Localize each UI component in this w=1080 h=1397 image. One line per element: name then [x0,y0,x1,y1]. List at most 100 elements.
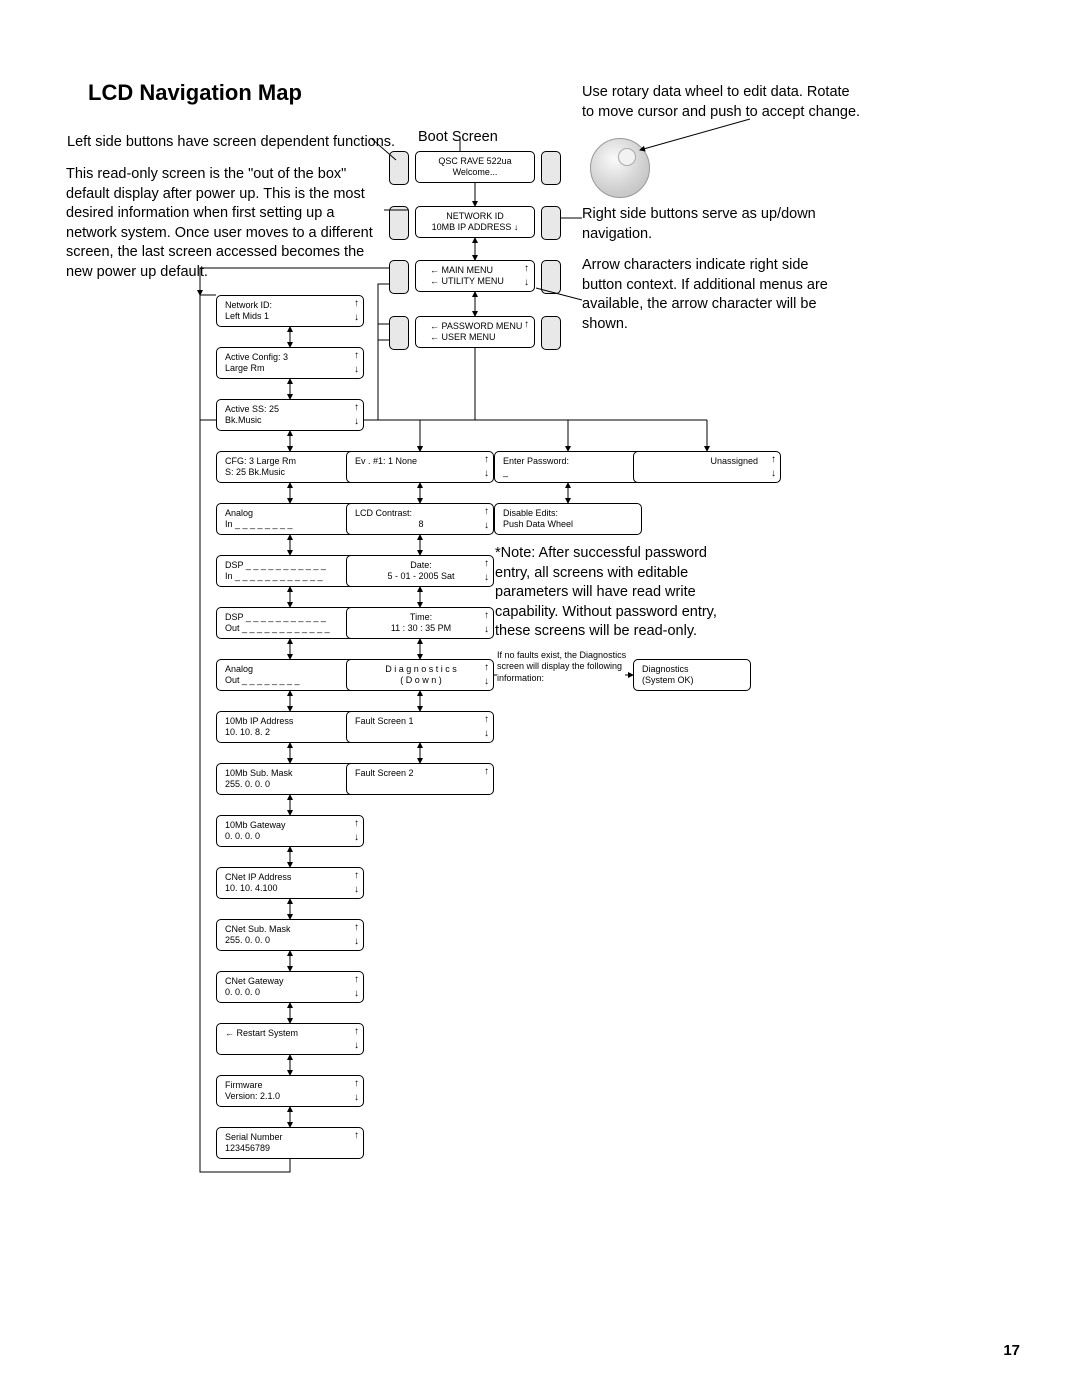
up-arrow-icon: ↑ [771,454,776,466]
lcd-line1: Date: [355,560,487,571]
lcd-line2: Push Data Wheel [503,519,635,530]
left-button[interactable] [389,206,409,240]
lcd-diagnostics-ok: Diagnostics (System OK) [633,659,751,691]
lcd-line2: 10. 10. 4.100 [225,883,357,894]
up-arrow-icon: ↑ [484,506,489,518]
lcd-line1: Diagnostics [642,664,744,675]
lcd-screen: CFG: 3 Large RmS: 25 Bk.Music↑↓ [216,451,364,483]
down-arrow-icon: ↓ [484,572,489,584]
lcd-line2: (System OK) [642,675,744,686]
rotary-wheel[interactable] [590,138,650,198]
lcd-line2: Out _ _ _ _ _ _ _ _ _ _ _ _ [225,623,357,634]
lcd-line2: 10MB IP ADDRESS ↓ [432,222,519,232]
up-arrow-icon: ↑ [354,402,359,414]
lcd-line2: Version: 2.1.0 [225,1091,357,1102]
lcd-line1: Enter Password: [503,456,635,467]
right-button[interactable] [541,151,561,185]
lcd-screen: Active Config: 3Large Rm↑↓ [216,347,364,379]
lcd-screen: AnalogOut _ _ _ _ _ _ _ _↑↓ [216,659,364,691]
up-arrow-icon: ↑ [524,263,529,275]
lcd-password-menu: ← PASSWORD MENU ← USER MENU ↑ [415,316,535,348]
lcd-screen: Disable Edits:Push Data Wheel [494,503,642,535]
boot-screen-label: Boot Screen [418,128,498,148]
lcd-screen: Active SS: 25Bk.Music↑ ↓ [216,399,364,431]
lcd-line2: Bk.Music [225,415,357,426]
up-arrow-icon: ↑ [354,870,359,882]
lcd-line1: 10Mb IP Address [225,716,357,727]
lcd-line2: 5 - 01 - 2005 Sat [355,571,487,582]
down-arrow-icon: ↓ [354,364,359,376]
down-arrow-icon: ↓ [354,884,359,896]
lcd-main-menu: ← MAIN MENU ← UTILITY MENU ↑ ↓ [415,260,535,292]
up-arrow-icon: ↑ [354,1078,359,1090]
lcd-screen: Date:5 - 01 - 2005 Sat↑↓ [346,555,494,587]
lcd-line1: Serial Number [225,1132,357,1143]
lcd-screen: Time:11 : 30 : 35 PM↑↓ [346,607,494,639]
lcd-line1: ← PASSWORD MENU [430,321,522,331]
down-arrow-icon: ↓ [354,832,359,844]
down-arrow-icon: ↓ [484,676,489,688]
lcd-line2: ( D o w n ) [355,675,487,686]
lcd-line2: 255. 0. 0. 0 [225,779,357,790]
lcd-line2: ← UTILITY MENU [430,276,504,286]
lcd-line2: ← USER MENU [430,332,496,342]
lcd-line1: Ev . #1: 1 None [355,456,487,467]
down-arrow-icon: ↓ [484,468,489,480]
lcd-screen: Fault Screen 2↑ [346,763,494,795]
down-arrow-icon: ↓ [484,624,489,636]
lcd-screen: Network ID:Left Mids 1↑↓ [216,295,364,327]
lcd-boot: QSC RAVE 522ua Welcome... [415,151,535,183]
right-button[interactable] [541,316,561,350]
lcd-screen: 10Mb Sub. Mask255. 0. 0. 0↑↓ [216,763,364,795]
up-arrow-icon: ↑ [484,610,489,622]
lcd-screen: DSP _ _ _ _ _ _ _ _ _ _ _In _ _ _ _ _ _ … [216,555,364,587]
lcd-screen: LCD Contrast:8↑↓ [346,503,494,535]
lcd-screen: CNet IP Address10. 10. 4.100↑↓ [216,867,364,899]
up-arrow-icon: ↑ [354,922,359,934]
lcd-line1: DSP _ _ _ _ _ _ _ _ _ _ _ [225,612,357,623]
down-arrow-icon: ↓ [484,728,489,740]
down-arrow-icon: ↓ [354,1040,359,1052]
lcd-screen: Unassigned↑↓ [633,451,781,483]
lcd-line1: Active SS: 25 [225,404,357,415]
down-arrow-icon: ↓ [354,416,359,428]
left-buttons-note: Left side buttons have screen dependent … [67,133,397,153]
lcd-line1: Analog [225,508,357,519]
lcd-line2: Unassigned [642,456,774,467]
down-arrow-icon: ↓ [524,277,529,289]
right-buttons-note: Right side buttons serve as up/down navi… [582,205,832,244]
left-button[interactable] [389,260,409,294]
lcd-line2: _ [503,467,635,478]
page-title: LCD Navigation Map [88,80,302,106]
up-arrow-icon: ↑ [484,714,489,726]
up-arrow-icon: ↑ [354,974,359,986]
right-button[interactable] [541,260,561,294]
lcd-line2: Left Mids 1 [225,311,357,322]
lcd-screen: Fault Screen 1↑ ↓ [346,711,494,743]
lcd-line2: S: 25 Bk.Music [225,467,357,478]
lcd-line1: QSC RAVE 522ua [438,156,511,166]
up-arrow-icon: ↑ [524,319,529,331]
lcd-screen: D i a g n o s t i c s( D o w n )↑↓ [346,659,494,691]
lcd-screen: AnalogIn _ _ _ _ _ _ _ _↑↓ [216,503,364,535]
down-arrow-icon: ↓ [354,1092,359,1104]
down-arrow-icon: ↓ [354,988,359,1000]
rotary-wheel-inner [618,148,636,166]
lcd-line1: Firmware [225,1080,357,1091]
lcd-line2: Welcome... [453,167,498,177]
lcd-screen: 10Mb Gateway0. 0. 0. 0↑↓ [216,815,364,847]
lcd-line1: NETWORK ID [446,211,504,221]
lcd-screen: 10Mb IP Address10. 10. 8. 2↑↓ [216,711,364,743]
lcd-screen: Serial Number123456789↑ [216,1127,364,1159]
lcd-line2: 0. 0. 0. 0 [225,987,357,998]
lcd-screen: Enter Password:_↑↓ [494,451,642,483]
lcd-line1: Disable Edits: [503,508,635,519]
lcd-line2: 255. 0. 0. 0 [225,935,357,946]
arrow-chars-note: Arrow characters indicate right side but… [582,256,842,334]
lcd-line1: Fault Screen 1 [355,716,487,727]
left-button[interactable] [389,151,409,185]
lcd-line2: Out _ _ _ _ _ _ _ _ [225,675,357,686]
right-button[interactable] [541,206,561,240]
left-button[interactable] [389,316,409,350]
page-number: 17 [1003,1342,1020,1359]
